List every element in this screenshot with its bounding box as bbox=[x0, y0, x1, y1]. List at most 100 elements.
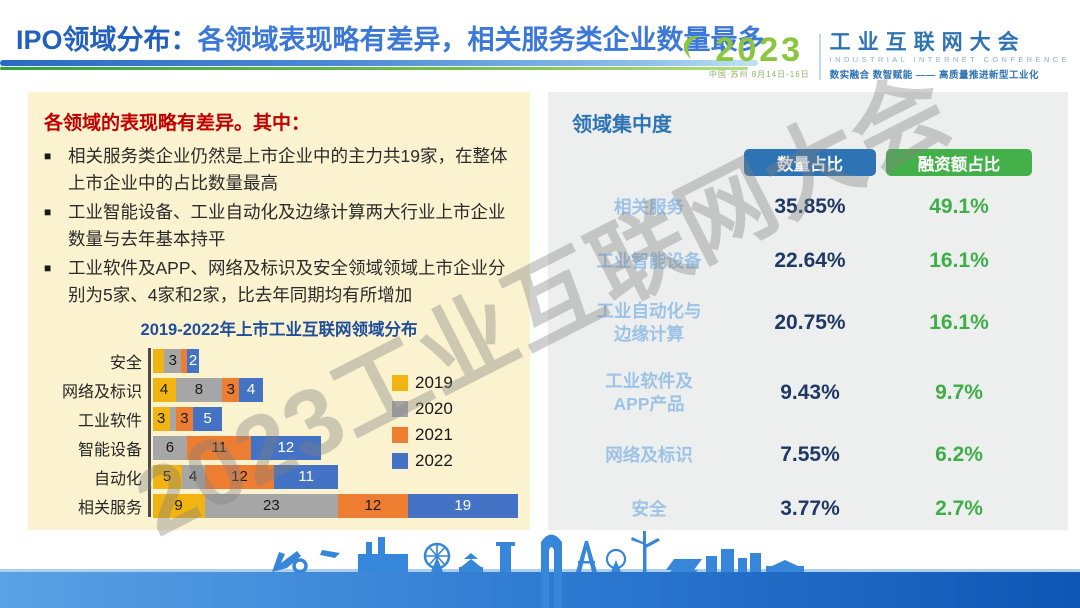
table-label-line: APP产品 bbox=[613, 394, 685, 414]
column-headers: 数量占比 融资额占比 bbox=[744, 149, 1052, 176]
legend-item: 2020 bbox=[392, 399, 453, 419]
analysis-panel: 各领域的表现略有差异。其中： ■ 相关服务类企业仍然是上市企业中的主力共19家，在… bbox=[28, 92, 530, 530]
chart-bar-segment: 3 bbox=[175, 406, 194, 431]
chart-bar-segment: 9 bbox=[152, 493, 205, 518]
bullet-marker-icon: ■ bbox=[44, 205, 52, 220]
table-row: 工业智能设备 22.64% 16.1% bbox=[564, 240, 1052, 282]
chart-row: 工业软件 3 3 5 bbox=[44, 406, 514, 431]
table-cell-label: 网络及标识 bbox=[564, 444, 734, 467]
chart-category-label: 网络及标识 bbox=[61, 383, 142, 401]
bullet-text: 工业软件及APP、网络及标识及安全领域领域上市企业分别为5家、4家和2家，比去年… bbox=[68, 258, 506, 305]
chart-bar: 6 11 12 bbox=[152, 435, 321, 460]
chart-bar-segment: 4 bbox=[181, 464, 205, 489]
bullet-text: 工业智能设备、工业自动化及边缘计算两大行业上市企业数量与去年基本持平 bbox=[68, 202, 506, 249]
title-prefix: IPO领域分布： bbox=[16, 25, 198, 55]
chart-bar-segment: 4 bbox=[239, 377, 263, 402]
chart-bar-segment: 5 bbox=[193, 406, 223, 431]
table-label-line: 边缘计算 bbox=[614, 324, 684, 344]
chart-category-label: 相关服务 bbox=[77, 499, 142, 517]
logo-year-block: 2023 中国·苏州 8月14日-16日 bbox=[709, 33, 810, 80]
chart-bar-segment: 3 bbox=[152, 406, 170, 431]
table-row: 网络及标识 7.55% 6.2% bbox=[564, 434, 1052, 476]
table-cell-funding-share: 2.7% bbox=[935, 497, 983, 520]
table-label-line: 工业软件及 bbox=[605, 371, 693, 392]
table-cell-label: 工业智能设备 bbox=[564, 250, 734, 273]
chart-bar-segment: 11 bbox=[187, 435, 252, 460]
chart-bar-segment: 8 bbox=[175, 377, 223, 402]
bullet-item: ■ 工业软件及APP、网络及标识及安全领域领域上市企业分别为5家、4家和2家，比去… bbox=[44, 255, 514, 308]
table-cell-funding-share: 49.1% bbox=[929, 195, 989, 218]
table-cell-quantity-share: 20.75% bbox=[774, 311, 846, 334]
chart-row: 相关服务 9 23 12 19 bbox=[44, 493, 518, 518]
table-cell-quantity-share: 35.85% bbox=[774, 195, 846, 218]
table-label-line: 相关服务 bbox=[614, 196, 684, 217]
table-cell-funding-share: 16.1% bbox=[929, 249, 989, 272]
legend-swatch bbox=[392, 374, 408, 391]
chart-bar-segment: 3 bbox=[164, 348, 182, 373]
table-row: 工业自动化与 边缘计算 20.75% 16.1% bbox=[564, 294, 1052, 352]
table-label-line: 工业自动化与 bbox=[596, 301, 702, 322]
chart-bar-segment bbox=[169, 406, 176, 431]
bullet-item: ■ 工业智能设备、工业自动化及边缘计算两大行业上市企业数量与去年基本持平 bbox=[44, 199, 514, 252]
table-label-line: 工业智能设备 bbox=[596, 250, 702, 271]
page-title: IPO领域分布：各领域表现略有差异，相关服务类企业数量最多 bbox=[16, 18, 765, 57]
table-cell-label: 工业软件及 APP产品 bbox=[564, 370, 734, 416]
chart-bar-segment: 12 bbox=[338, 493, 408, 518]
chart-bar-segment: 12 bbox=[204, 464, 275, 489]
city-skyline-graphic bbox=[0, 531, 1080, 608]
logo-venue: 中国·苏州 8月14日-16日 bbox=[708, 70, 810, 79]
concentration-heading: 领域集中度 bbox=[572, 114, 672, 136]
logo-name-cn: 工业互联网大会 bbox=[829, 31, 1026, 54]
table-label-line: 安全 bbox=[631, 498, 667, 519]
bullet-list: ■ 相关服务类企业仍然是上市企业中的主力共19家，在整体上市企业中的占比数量最高 ■… bbox=[44, 143, 514, 309]
logo-year: 2023 bbox=[715, 31, 804, 69]
table-cell-label: 安全 bbox=[564, 498, 734, 521]
table-cell-quantity-share: 9.43% bbox=[780, 381, 840, 404]
table-label-line: 网络及标识 bbox=[605, 444, 693, 465]
chart-bar-segment: 19 bbox=[407, 493, 518, 518]
chart-bar-segment: 11 bbox=[274, 464, 339, 489]
header-divider-green bbox=[0, 67, 748, 70]
table-cell-funding-share: 16.1% bbox=[929, 311, 989, 334]
concentration-panel: 领域集中度 数量占比 融资额占比 相关服务 35.85% 49.1% 工业智能设备 22… bbox=[548, 92, 1068, 530]
chart-bar-segment: 6 bbox=[152, 435, 188, 460]
table-cell-funding-share: 9.7% bbox=[935, 381, 983, 404]
table-row: 相关服务 35.85% 49.1% bbox=[564, 186, 1052, 228]
chart-bar-segment: 5 bbox=[152, 464, 182, 489]
chart-category-label: 工业软件 bbox=[77, 412, 142, 430]
chart-bar-segment: 23 bbox=[204, 493, 339, 518]
funding-share-header: 融资额占比 bbox=[886, 149, 1032, 176]
logo-name-en: INDUSTRIAL INTERNET CONFERENCE bbox=[829, 55, 1070, 64]
chart-bar-segment: 4 bbox=[152, 377, 176, 402]
legend-item: 2019 bbox=[392, 373, 453, 393]
table-cell-quantity-share: 7.55% bbox=[780, 443, 840, 466]
chart-bar-segment: 12 bbox=[251, 435, 321, 460]
legend-label: 2022 bbox=[415, 450, 453, 470]
chart-row: 智能设备 6 11 12 bbox=[44, 435, 514, 460]
title-rest: 各领域表现略有差异，相关服务类企业数量最多 bbox=[197, 25, 765, 55]
legend-item: 2022 bbox=[392, 451, 453, 471]
chart-row: 安全 3 2 bbox=[44, 348, 514, 373]
quantity-share-header: 数量占比 bbox=[744, 149, 876, 176]
chart-axis-line bbox=[148, 347, 151, 517]
bullet-text: 相关服务类企业仍然是上市企业中的主力共19家，在整体上市企业中的占比数量最高 bbox=[68, 146, 508, 193]
concentration-table: 相关服务 35.85% 49.1% 工业智能设备 22.64% 16.1% 工业自动化与 边缘… bbox=[564, 186, 1052, 530]
legend-label: 2021 bbox=[415, 424, 453, 444]
table-cell-quantity-share: 3.77% bbox=[780, 497, 840, 520]
logo-text-block: 工业互联网大会 INDUSTRIAL INTERNET CONFERENCE 数… bbox=[829, 31, 1070, 82]
chart-rows: 安全 3 2 网络及标识 4 8 3 4 工业软件 3 3 5 智能设备 6 11 12 自动化 5 4 12 11 相关… bbox=[44, 348, 518, 518]
legend-swatch bbox=[392, 452, 408, 469]
chart-row: 自动化 5 4 12 11 bbox=[44, 464, 514, 489]
logo-divider bbox=[818, 33, 821, 80]
table-row: 工业软件及 APP产品 9.43% 9.7% bbox=[564, 364, 1052, 422]
chart-category-label: 智能设备 bbox=[77, 441, 142, 459]
chart-category-label: 自动化 bbox=[93, 470, 142, 488]
legend-swatch bbox=[392, 400, 408, 417]
table-row: 安全 3.77% 2.7% bbox=[564, 488, 1052, 530]
chart-bar: 5 4 12 11 bbox=[152, 464, 339, 489]
stacked-bar-chart: 安全 3 2 网络及标识 4 8 3 4 工业软件 3 3 5 智能设备 6 11 12 自动化 5 4 12 11 相关… bbox=[44, 347, 518, 518]
chart-bar-segment bbox=[181, 348, 188, 373]
bullet-marker-icon: ■ bbox=[44, 149, 52, 163]
bullet-marker-icon: ■ bbox=[44, 261, 52, 276]
bullet-item: ■ 相关服务类企业仍然是上市企业中的主力共19家，在整体上市企业中的占比数量最高 bbox=[44, 143, 514, 196]
